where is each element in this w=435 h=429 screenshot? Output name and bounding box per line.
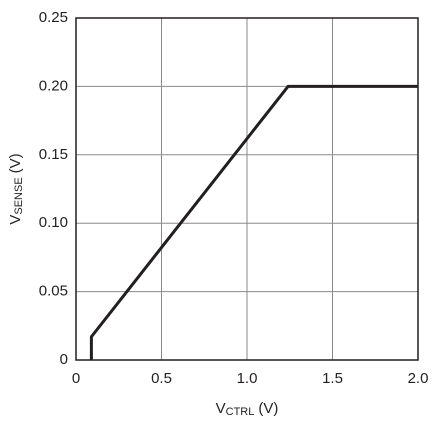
y-tick-label: 0.05 <box>39 283 68 300</box>
y-axis-label: VSENSE (V) <box>7 153 25 224</box>
y-tick-label: 0 <box>60 351 68 368</box>
x-tick-label: 1.0 <box>237 370 258 387</box>
y-tick-label: 0.20 <box>39 77 68 94</box>
y-tick-label: 0.15 <box>39 146 68 163</box>
y-label-sub: SENSE <box>13 177 25 214</box>
x-label-v: V <box>216 400 226 417</box>
y-label-unit: (V) <box>7 153 24 173</box>
x-tick-label: 2.0 <box>408 370 429 387</box>
x-tick-label: 1.5 <box>322 370 343 387</box>
y-label-v: V <box>7 215 24 225</box>
x-tick-label: 0 <box>72 370 80 387</box>
x-tick-label: 0.5 <box>151 370 172 387</box>
x-label-sub: CTRL <box>226 406 255 418</box>
y-tick-label: 0.10 <box>39 214 68 231</box>
x-axis-label: VCTRL (V) <box>216 400 279 418</box>
x-label-unit: (V) <box>258 400 278 417</box>
plot-frame <box>75 17 419 361</box>
data-line <box>89 84 418 360</box>
y-tick-label: 0.25 <box>39 9 68 26</box>
